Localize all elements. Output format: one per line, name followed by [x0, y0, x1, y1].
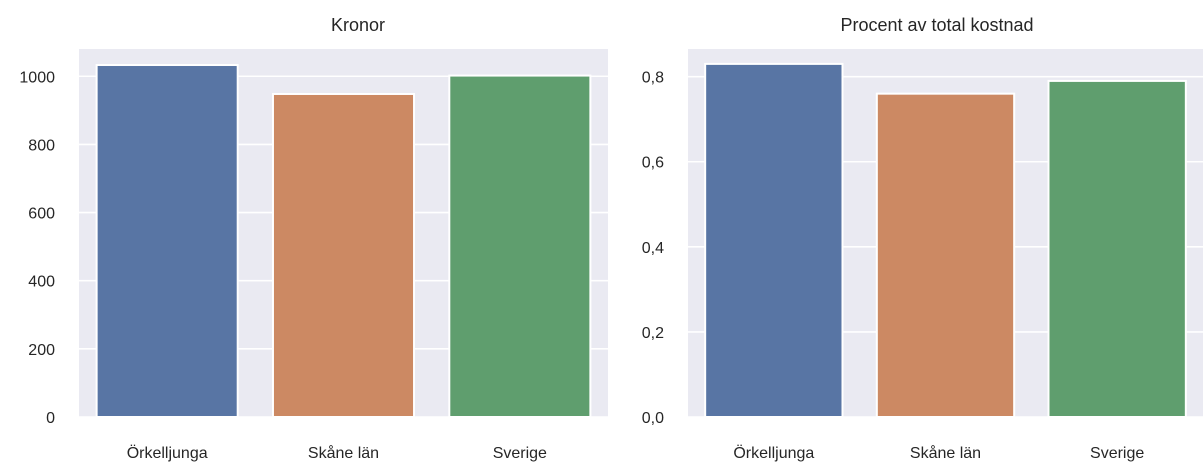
bar-skåne-län: [875, 92, 1016, 418]
y-tick-label: 0,0: [642, 410, 664, 427]
x-tick-label: Sverige: [493, 445, 547, 462]
chart-procent: Procent av total kostnad 0,0 0,2 0,4 0,6 0,8…: [642, 15, 1203, 462]
y-tick-label: 0,8: [642, 70, 664, 87]
chart-kronor: Kronor 0 200 400 600 800 1000 Örkelljunga Skåne…: [19, 15, 608, 462]
y-tick-label: 0: [46, 410, 55, 427]
bar-skåne-län: [271, 92, 416, 418]
x-tick-label: Örkelljunga: [733, 444, 814, 462]
bar-sverige: [448, 74, 592, 418]
y-tick-label: 600: [28, 206, 55, 223]
y-tick-label: 400: [28, 274, 55, 291]
chart-title: Kronor: [331, 15, 385, 35]
y-tick-label: 200: [28, 342, 55, 359]
x-tick-label: Skåne län: [910, 444, 981, 462]
bar-sverige: [1047, 79, 1187, 419]
x-tick-label: Skåne län: [308, 444, 379, 462]
x-tick-label: Sverige: [1090, 445, 1144, 462]
y-tick-label: 0,2: [642, 325, 664, 342]
bar-örkelljunga: [704, 62, 844, 419]
y-tick-label: 800: [28, 137, 55, 154]
bar-örkelljunga: [95, 64, 239, 419]
chart-title: Procent av total kostnad: [840, 15, 1033, 35]
y-tick-label: 0,6: [642, 155, 664, 172]
y-tick-label: 0,4: [642, 240, 664, 257]
x-tick-label: Örkelljunga: [127, 444, 208, 462]
y-tick-label: 1000: [19, 69, 55, 86]
